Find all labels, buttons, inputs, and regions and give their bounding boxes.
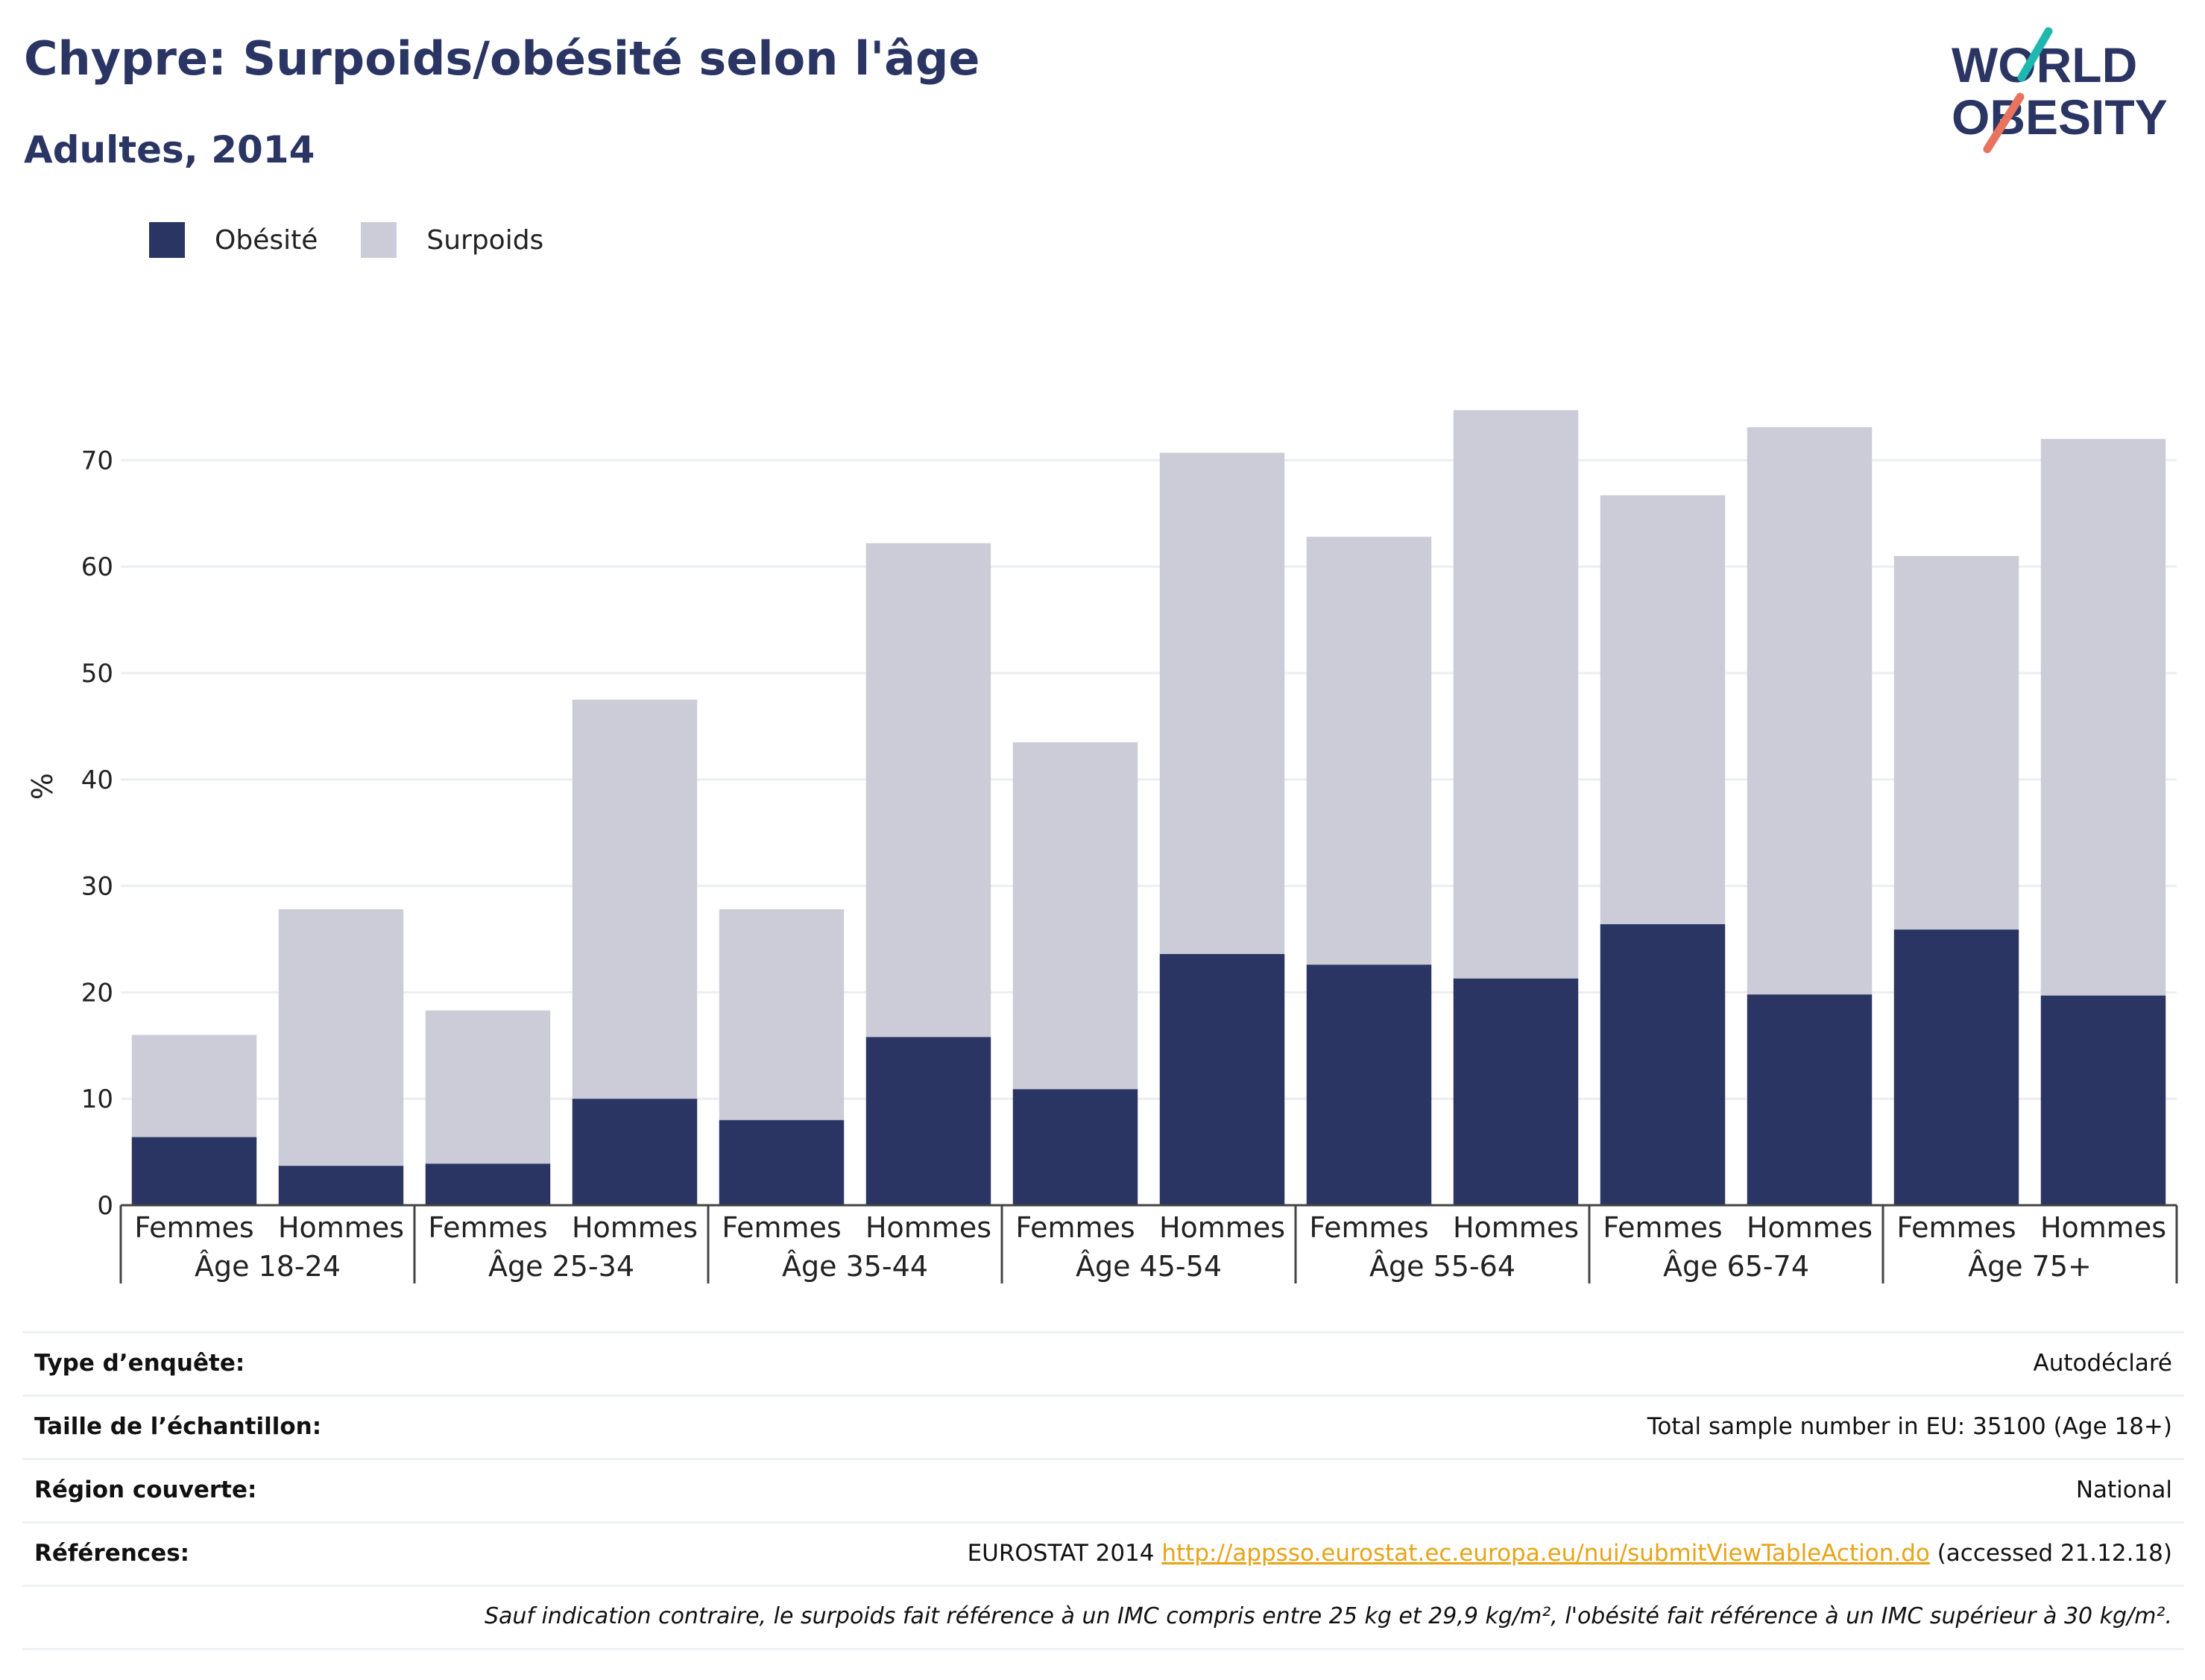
x-group-label: Âge 18-24 — [195, 1250, 341, 1283]
survey-info-table: Type d’enquête: Autodéclaré Taille de l’… — [22, 1331, 2184, 1650]
region-label: Région couverte: — [34, 1477, 257, 1503]
bar-obesite — [719, 1120, 845, 1205]
x-tick-label-sex: Hommes — [572, 1211, 698, 1244]
bar-surpoids — [131, 1035, 257, 1137]
x-group-label: Âge 75+ — [1968, 1250, 2092, 1283]
x-tick-label-sex: Femmes — [428, 1211, 547, 1244]
y-tick-label: 10 — [81, 1084, 113, 1114]
bar-surpoids — [1747, 427, 1873, 995]
x-group-label: Âge 65-74 — [1663, 1250, 1809, 1283]
x-group-label: Âge 55-64 — [1369, 1250, 1515, 1283]
bar-obesite — [1159, 953, 1285, 1205]
logo-line1: WORLD — [1952, 37, 2137, 92]
x-tick-label-sex: Hommes — [278, 1211, 404, 1244]
logo-line2: OBESITY — [1952, 89, 2168, 145]
bar-obesite — [1600, 924, 1726, 1205]
y-tick-label: 0 — [97, 1191, 113, 1221]
y-tick-label: 20 — [81, 978, 113, 1008]
info-row-references: Références: EUROSTAT 2014 http://appsso.… — [22, 1523, 2184, 1587]
x-tick-label-sex: Hommes — [1747, 1211, 1873, 1244]
region-value: National — [2075, 1477, 2172, 1503]
bar-obesite — [865, 1037, 991, 1205]
bar-obesite — [1306, 964, 1432, 1205]
bar-surpoids — [572, 699, 698, 1099]
y-tick-label: 60 — [81, 552, 113, 582]
bar-obesite — [1893, 929, 2019, 1205]
x-tick-label-sex: Femmes — [1309, 1211, 1428, 1244]
bmi-definition-note: Sauf indication contraire, le surpoids f… — [484, 1603, 2172, 1629]
x-group-label: Âge 25-34 — [488, 1250, 634, 1283]
logo-slash-coral — [1983, 92, 2025, 154]
bar-obesite — [1453, 978, 1579, 1205]
bar-surpoids — [1453, 410, 1579, 979]
bar-obesite — [278, 1166, 404, 1205]
bar-surpoids — [865, 543, 991, 1038]
bar-obesite — [572, 1099, 698, 1205]
x-tick-label-sex: Femmes — [722, 1211, 841, 1244]
y-tick-label: 50 — [81, 659, 113, 689]
x-tick-label-sex: Hommes — [1159, 1211, 1285, 1244]
x-tick-label-sex: Hommes — [1453, 1211, 1579, 1244]
references-suffix: (accessed 21.12.18) — [1929, 1540, 2172, 1567]
legend-swatch-obesite — [149, 222, 185, 258]
legend-label-surpoids: Surpoids — [426, 224, 544, 256]
x-tick-label-sex: Femmes — [1603, 1211, 1722, 1244]
x-tick-label-sex: Hommes — [2040, 1211, 2166, 1244]
bar-obesite — [1747, 994, 1873, 1205]
x-tick-label-sex: Femmes — [1015, 1211, 1135, 1244]
x-group-label: Âge 35-44 — [782, 1250, 928, 1283]
chart-subtitle: Adultes, 2014 — [24, 128, 315, 171]
info-row-note: Sauf indication contraire, le surpoids f… — [22, 1587, 2184, 1650]
bar-surpoids — [425, 1010, 551, 1164]
y-tick-label: 40 — [81, 765, 113, 795]
references-prefix: EUROSTAT 2014 — [967, 1540, 1162, 1567]
sample-size-label: Taille de l’échantillon: — [34, 1413, 322, 1440]
stacked-bar-chart: 0 10 20 30 40 50 60 70% Femmes Hommes Femmes Hommes… — [26, 410, 2178, 1283]
legend-item-obesite[interactable]: Obésité — [149, 222, 318, 258]
references-value: EUROSTAT 2014 http://appsso.eurostat.ec.… — [968, 1540, 2172, 1567]
chart-legend: Obésité Surpoids — [149, 222, 587, 258]
logo-slash-teal — [2017, 27, 2053, 82]
world-obesity-logo: WORLD OBESITY — [1938, 21, 2192, 162]
info-row-region: Région couverte: National — [22, 1460, 2184, 1523]
x-tick-label-sex: Femmes — [134, 1211, 253, 1244]
bar-surpoids — [1159, 452, 1285, 954]
bar-surpoids — [1306, 537, 1432, 965]
legend-swatch-surpoids — [361, 222, 397, 258]
legend-label-obesite: Obésité — [215, 224, 318, 256]
bar-surpoids — [2040, 438, 2166, 996]
chart-title: Chypre: Surpoids/obésité selon l'âge — [24, 31, 980, 86]
survey-type-label: Type d’enquête: — [34, 1350, 245, 1377]
x-group-label: Âge 45-54 — [1076, 1250, 1222, 1283]
bar-surpoids — [1893, 555, 2019, 930]
bar-surpoids — [278, 909, 404, 1166]
bar-obesite — [131, 1137, 257, 1205]
x-tick-label-sex: Femmes — [1896, 1211, 2016, 1244]
references-link[interactable]: http://appsso.eurostat.ec.europa.eu/nui/… — [1161, 1540, 1930, 1567]
bar-surpoids — [1600, 495, 1726, 925]
bar-surpoids — [719, 909, 845, 1120]
bar-obesite — [1012, 1089, 1138, 1205]
survey-type-value: Autodéclaré — [2033, 1350, 2172, 1377]
legend-item-surpoids[interactable]: Surpoids — [361, 222, 543, 258]
bar-obesite — [425, 1163, 551, 1205]
sample-size-value: Total sample number in EU: 35100 (Age 18… — [1647, 1413, 2172, 1440]
info-row-sample-size: Taille de l’échantillon: Total sample nu… — [22, 1397, 2184, 1460]
y-tick-label: 30 — [81, 872, 113, 902]
bar-obesite — [2040, 995, 2166, 1205]
info-row-survey-type: Type d’enquête: Autodéclaré — [22, 1331, 2184, 1397]
y-axis-label: % — [26, 773, 59, 800]
x-tick-label-sex: Hommes — [865, 1211, 991, 1244]
bar-surpoids — [1012, 742, 1138, 1090]
y-tick-label: 70 — [81, 446, 113, 476]
references-label: Références: — [34, 1540, 190, 1567]
